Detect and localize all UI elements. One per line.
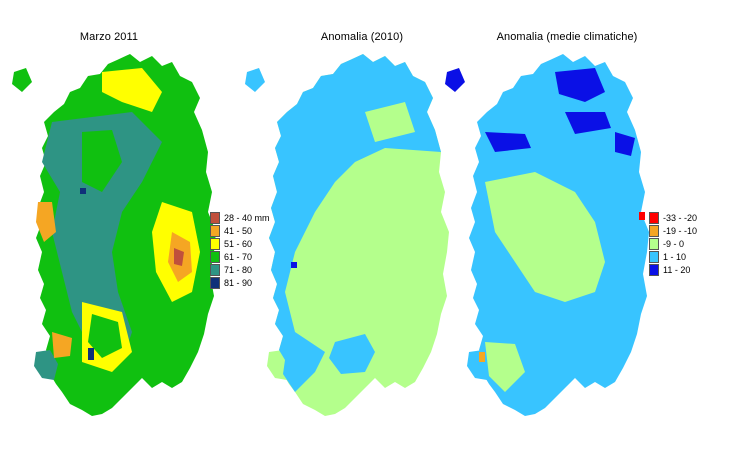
zone-1-10-north	[269, 54, 441, 392]
legend-label: 51 - 60	[224, 238, 253, 249]
legend-label: 11 - 20	[663, 264, 691, 275]
legend-swatch	[649, 263, 659, 276]
zone-minus9-0-sw	[485, 342, 525, 392]
zone-11-20-north-d	[615, 132, 635, 156]
zone-11-20-north-c	[565, 112, 611, 134]
legend-label: 81 - 90	[224, 277, 253, 288]
map-anomalia-2010	[245, 54, 449, 416]
legend-item: 81 - 90	[210, 276, 270, 289]
legend-item: -19 - -10	[649, 224, 697, 237]
legend-swatch	[649, 250, 659, 263]
zone-51-60-north	[102, 68, 162, 112]
legend-label: 71 - 80	[224, 264, 253, 275]
legend-swatch	[649, 237, 659, 250]
zone-1-10-south	[329, 334, 375, 374]
panel-title-anomalia-2010: Anomalia (2010)	[320, 31, 404, 43]
legend-item: 61 - 70	[210, 250, 270, 263]
zone-minus9-0-north	[365, 102, 415, 142]
zone-11-20-north-a	[555, 68, 605, 102]
zone-28-40	[174, 248, 184, 266]
legend-label: 41 - 50	[224, 225, 253, 236]
legend-swatch	[210, 224, 220, 237]
zone-81-90	[88, 348, 94, 360]
legend-item: 28 - 40 mm	[210, 211, 270, 224]
panel-title-anomalia-medie: Anomalia (medie climatiche)	[496, 31, 638, 43]
zone-61-70-south	[88, 314, 122, 358]
panel-title-marzo-2011: Marzo 2011	[79, 31, 139, 43]
legend-marzo-2011: 28 - 40 mm 41 - 50 51 - 60 61 - 70 71 - …	[210, 211, 270, 289]
zone-11-20-north-b	[485, 132, 531, 152]
legend-item: 51 - 60	[210, 237, 270, 250]
legend-swatch	[210, 276, 220, 289]
legend-item: 41 - 50	[210, 224, 270, 237]
map-anomalia-medie	[445, 54, 649, 416]
legend-swatch	[649, 211, 659, 224]
zone-71-80	[42, 112, 162, 362]
zone-61-70	[82, 130, 122, 192]
legend-item: -9 - 0	[649, 237, 697, 250]
legend-swatch	[210, 237, 220, 250]
legend-swatch	[210, 263, 220, 276]
legend-anomalia-medie: -33 - -20 -19 - -10 -9 - 0 1 - 10 11 - 2…	[649, 211, 697, 276]
legend-label: -9 - 0	[663, 238, 685, 249]
zone-41-50-west	[36, 202, 56, 242]
legend-item: 1 - 10	[649, 250, 697, 263]
legend-label: 1 - 10	[663, 251, 687, 262]
legend-label: 61 - 70	[224, 251, 253, 262]
zone-11-20-dot	[291, 262, 297, 268]
legend-label: -19 - -10	[663, 225, 698, 236]
legend-swatch	[210, 211, 220, 224]
legend-label: 28 - 40 mm	[224, 212, 270, 223]
legend-swatch	[210, 250, 220, 263]
zone-minus9-0-central	[485, 172, 605, 302]
legend-item: -33 - -20	[649, 211, 697, 224]
zone-81-90-b	[80, 188, 86, 194]
zone-41-50-sw	[52, 332, 72, 358]
map-marzo-2011	[12, 54, 216, 416]
zone-minus19-minus10	[479, 352, 485, 362]
legend-label: -33 - -20	[663, 212, 698, 223]
legend-item: 11 - 20	[649, 263, 697, 276]
legend-item: 71 - 80	[210, 263, 270, 276]
zone-minus33-minus20	[639, 212, 645, 220]
legend-swatch	[649, 224, 659, 237]
